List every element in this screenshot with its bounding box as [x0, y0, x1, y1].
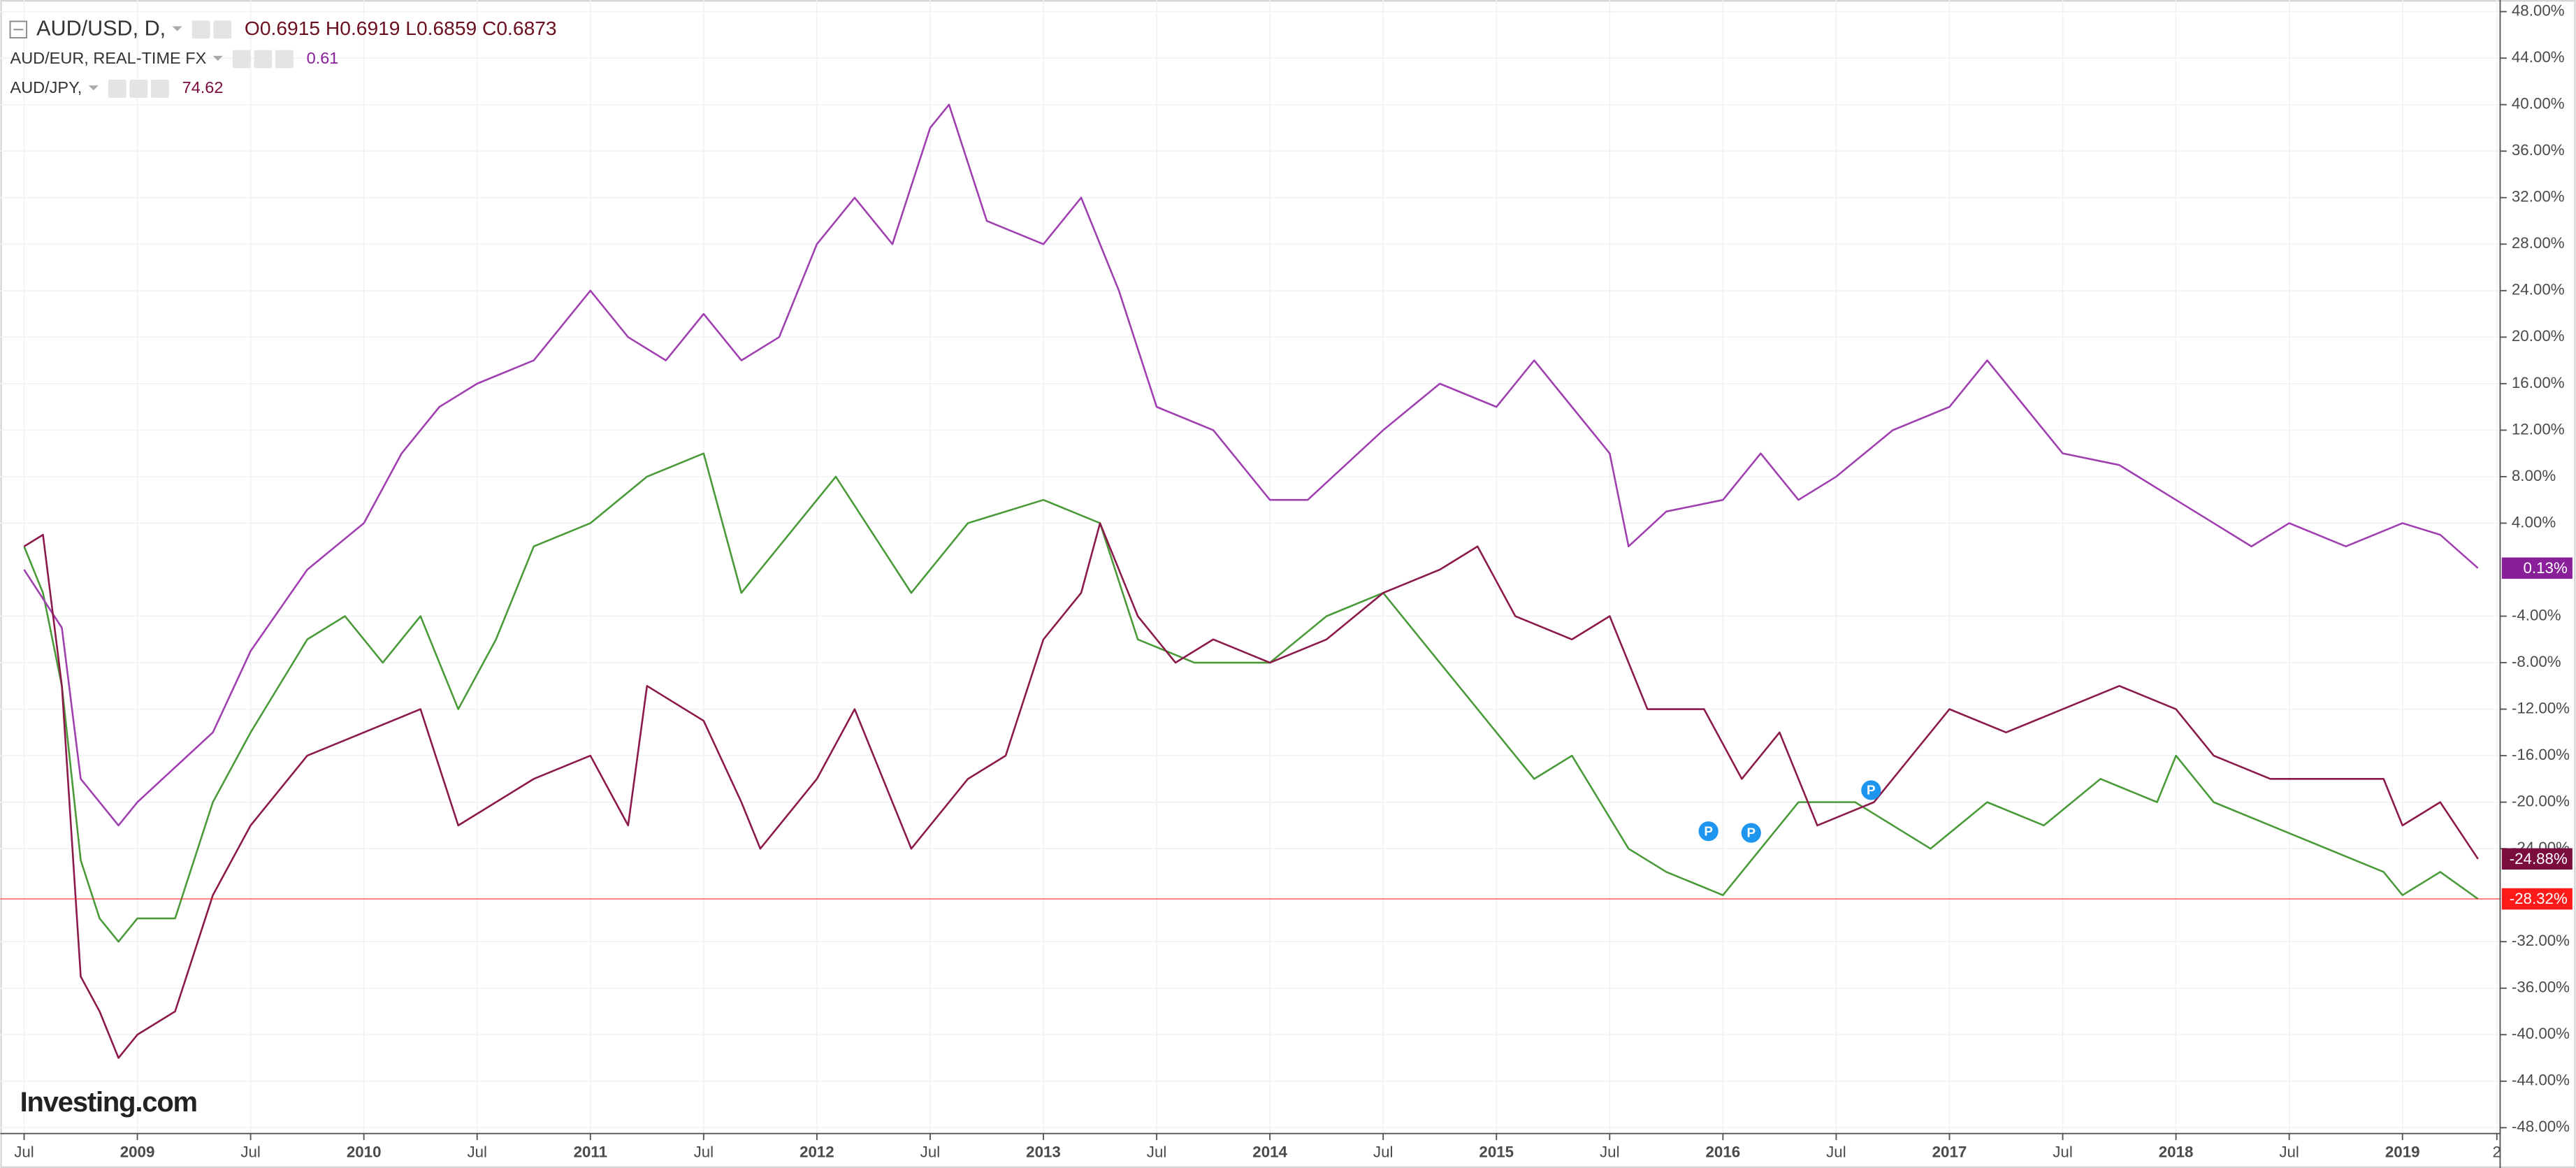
last-value-badge	[2501, 557, 2573, 579]
legend-name[interactable]: AUD/JPY,	[10, 78, 82, 96]
dropdown-arrow[interactable]	[88, 85, 99, 91]
x-tick-label: Jul	[467, 1144, 487, 1161]
y-tick-label: 8.00%	[2512, 467, 2556, 484]
x-tick-label: Jul	[14, 1144, 34, 1161]
legend-button[interactable]	[275, 50, 294, 69]
y-tick-label: 32.00%	[2512, 188, 2565, 206]
x-tick-label: 2012	[799, 1144, 834, 1161]
svg-text:P: P	[1867, 783, 1876, 798]
y-tick-label: -36.00%	[2512, 979, 2570, 996]
legend-quote: 74.62	[182, 78, 224, 96]
legend-quote: O0.6915 H0.6919 L0.6859 C0.6873	[245, 17, 557, 39]
x-tick-label: 2009	[120, 1144, 155, 1161]
x-tick-label: Jul	[1826, 1144, 1846, 1161]
x-tick-label: 2	[2493, 1144, 2501, 1161]
y-tick-label: -32.00%	[2512, 932, 2570, 949]
y-tick-label: 4.00%	[2512, 513, 2556, 531]
watermark: Investing.com	[20, 1087, 197, 1118]
p-markers: P P P	[1698, 780, 1881, 843]
y-tick-label: 20.00%	[2512, 327, 2565, 345]
y-tick-label: 28.00%	[2512, 234, 2565, 252]
y-tick-label: -48.00%	[2512, 1118, 2570, 1135]
x-tick-label: 2018	[2159, 1144, 2194, 1161]
legend-button[interactable]	[108, 79, 126, 98]
x-tick-label: 2010	[347, 1144, 382, 1161]
series-line	[23, 522, 2479, 1059]
y-tick-label: 16.00%	[2512, 374, 2565, 391]
legend-button[interactable]	[129, 79, 148, 98]
y-tick-label: -40.00%	[2512, 1025, 2570, 1042]
legend-button[interactable]	[232, 50, 251, 69]
series-line	[23, 103, 2479, 827]
y-tick-label: 40.00%	[2512, 95, 2565, 113]
legend-name[interactable]: AUD/USD, D,	[36, 16, 166, 40]
legend-button[interactable]	[254, 50, 273, 69]
legend-button[interactable]	[191, 20, 210, 39]
legend-name[interactable]: AUD/EUR, REAL-TIME FX	[10, 49, 207, 67]
last-value-badge	[2501, 848, 2573, 870]
y-tick-label: -12.00%	[2512, 699, 2570, 716]
legend-quote: 0.61	[307, 49, 339, 67]
y-tick-label: 24.00%	[2512, 281, 2565, 298]
x-tick-label: Jul	[240, 1144, 261, 1161]
x-tick-label: Jul	[1373, 1144, 1394, 1161]
x-tick-label: Jul	[1600, 1144, 1620, 1161]
y-tick-label: 48.00%	[2512, 2, 2565, 20]
dropdown-arrow[interactable]	[212, 55, 223, 61]
y-tick-label: 36.00%	[2512, 141, 2565, 159]
last-value-label: 0.13%	[2524, 559, 2568, 577]
lines	[0, 103, 2501, 1059]
x-tick-label: 2015	[1479, 1144, 1514, 1161]
x-tick-label: 2019	[2385, 1144, 2420, 1161]
y-tick-label: -20.00%	[2512, 793, 2570, 810]
last-value-label: -24.88%	[2510, 850, 2568, 867]
x-tick-label: 2017	[1932, 1144, 1967, 1161]
dropdown-arrow[interactable]	[172, 26, 182, 31]
x-tick-label: Jul	[2053, 1144, 2073, 1161]
x-tick-label: 2016	[1706, 1144, 1741, 1161]
y-tick-label: -16.00%	[2512, 746, 2570, 763]
x-tick-label: Jul	[920, 1144, 941, 1161]
y-tick-label: -44.00%	[2512, 1072, 2570, 1089]
last-value-badge	[2501, 888, 2573, 910]
y-tick-label: -8.00%	[2512, 653, 2561, 670]
x-tick-label: Jul	[694, 1144, 714, 1161]
y-tick-label: 12.00%	[2512, 420, 2565, 438]
axis-labels: 48.00%44.00%40.00%36.00%32.00%28.00%24.0…	[14, 2, 2573, 1161]
legend: AUD/USD, D, O0.6915 H0.6919 L0.6859 C0.68…	[9, 16, 557, 98]
x-tick-label: Jul	[2279, 1144, 2299, 1161]
svg-text:P: P	[1746, 825, 1756, 840]
x-tick-label: 2014	[1252, 1144, 1287, 1161]
last-value-label: -28.32%	[2510, 890, 2568, 907]
x-tick-label: Jul	[1147, 1144, 1167, 1161]
legend-button[interactable]	[150, 79, 169, 98]
collapse-icon[interactable]	[9, 20, 27, 38]
x-tick-label: 2013	[1026, 1144, 1061, 1161]
y-tick-label: 44.00%	[2512, 48, 2565, 66]
svg-text:P: P	[1704, 823, 1713, 838]
y-tick-label: -4.00%	[2512, 606, 2561, 623]
series-line	[23, 452, 2479, 943]
legend-button[interactable]	[213, 20, 232, 39]
x-tick-label: 2011	[574, 1144, 607, 1161]
